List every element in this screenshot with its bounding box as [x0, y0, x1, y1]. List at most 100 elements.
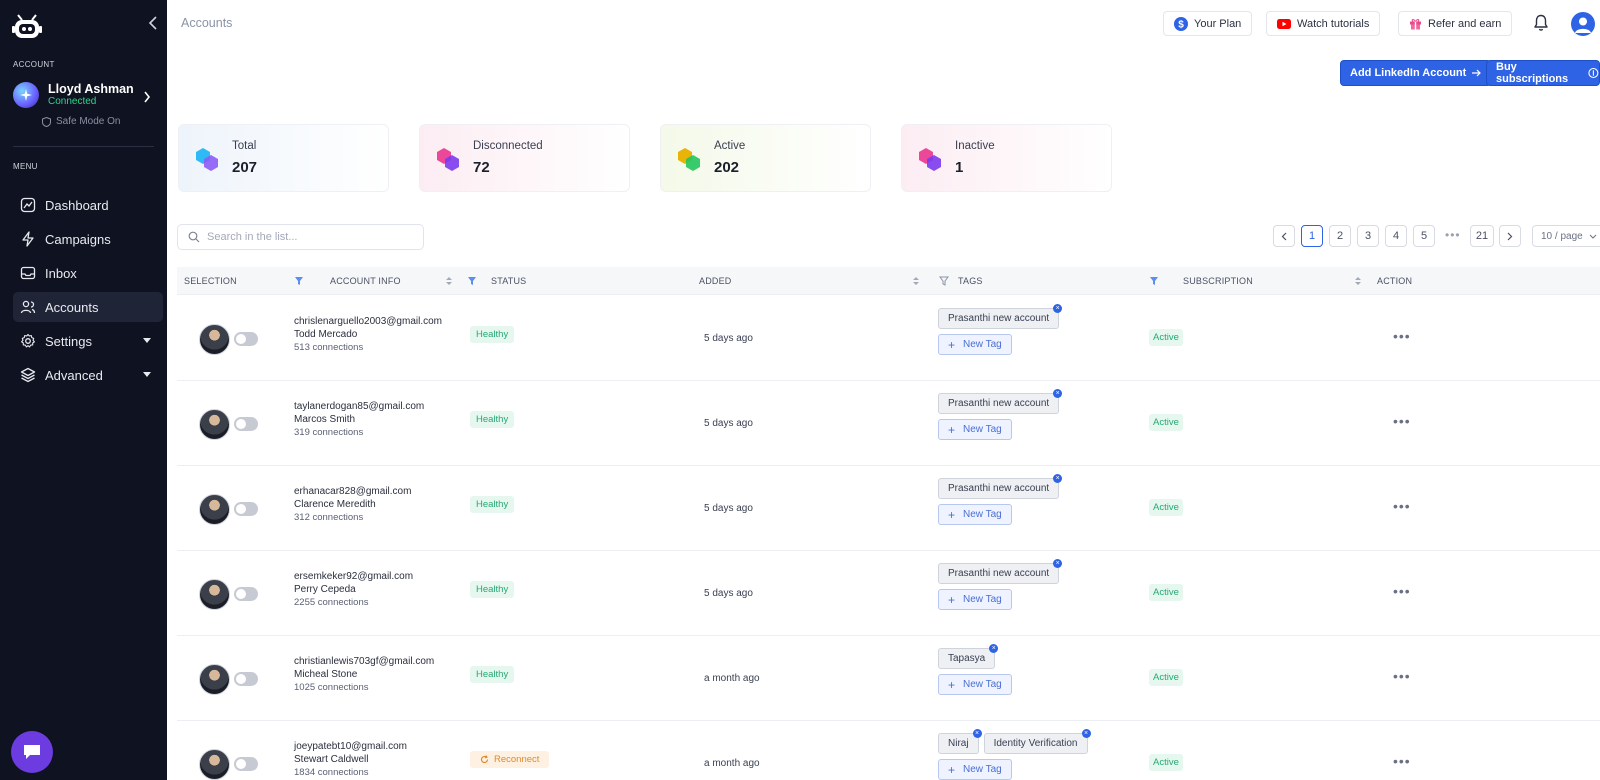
sort-icon[interactable]: [444, 276, 454, 286]
more-actions-icon[interactable]: •••: [1393, 583, 1411, 599]
selection-toggle[interactable]: [234, 417, 258, 431]
user-avatar-icon[interactable]: [1571, 12, 1595, 36]
remove-tag-icon[interactable]: ×: [1053, 474, 1063, 483]
status-label: Healthy: [476, 414, 509, 425]
collapse-sidebar-icon[interactable]: [147, 15, 159, 31]
subscription-badge: Active: [1149, 754, 1183, 771]
pagination-ellipsis[interactable]: •••: [1445, 228, 1461, 242]
chevron-right-icon[interactable]: [143, 91, 151, 103]
sidebar-item-inbox[interactable]: Inbox: [13, 258, 163, 288]
layers-icon: [20, 367, 36, 383]
selection-toggle[interactable]: [234, 672, 258, 686]
your-plan-button[interactable]: $ Your Plan: [1163, 11, 1253, 36]
youtube-icon: [1277, 18, 1291, 29]
refer-and-earn-button[interactable]: Refer and earn: [1398, 11, 1513, 36]
new-tag-button[interactable]: + New Tag: [938, 334, 1012, 355]
subscription-badge: Active: [1149, 669, 1183, 686]
watch-tutorials-button[interactable]: Watch tutorials: [1266, 11, 1381, 36]
dollar-icon: $: [1174, 16, 1188, 31]
hexagon-stack-icon: [919, 148, 941, 171]
more-actions-icon[interactable]: •••: [1393, 328, 1411, 344]
selection-toggle[interactable]: [234, 332, 258, 346]
new-tag-button[interactable]: + New Tag: [938, 419, 1012, 440]
selection-toggle[interactable]: [234, 502, 258, 516]
page-3-button[interactable]: 3: [1357, 225, 1379, 247]
account-name: Clarence Meredith: [294, 499, 376, 510]
status-badge: Healthy: [470, 666, 515, 683]
watch-tutorials-label: Watch tutorials: [1297, 17, 1370, 30]
account-connections: 312 connections: [294, 512, 364, 523]
tags-cell: Tapasya × + New Tag: [938, 644, 1012, 695]
sidebar-divider: [13, 146, 154, 147]
column-account-info[interactable]: ACCOUNT INFO: [330, 276, 401, 286]
sidebar-item-advanced[interactable]: Advanced: [13, 360, 163, 390]
sort-icon[interactable]: [1353, 276, 1363, 286]
new-tag-button[interactable]: + New Tag: [938, 504, 1012, 525]
page-size-select[interactable]: 10 / page: [1532, 225, 1600, 247]
profile-avatar[interactable]: [13, 82, 39, 108]
sidebar-menu: Dashboard Campaigns Inbox Accounts Setti…: [13, 190, 163, 394]
svg-text:$: $: [1178, 19, 1184, 30]
account-email: joeypatebt10@gmail.com: [294, 741, 407, 752]
search-box[interactable]: [177, 224, 424, 250]
page-1-button[interactable]: 1: [1301, 225, 1323, 247]
tag-chip: Prasanthi new account ×: [938, 304, 1063, 329]
page-last-button[interactable]: 21: [1470, 225, 1494, 247]
sidebar-item-campaigns[interactable]: Campaigns: [13, 224, 163, 254]
more-actions-icon[interactable]: •••: [1393, 668, 1411, 684]
new-tag-button[interactable]: + New Tag: [938, 674, 1012, 695]
page-2-button[interactable]: 2: [1329, 225, 1351, 247]
remove-tag-icon[interactable]: ×: [972, 729, 982, 738]
selection-toggle[interactable]: [234, 757, 258, 771]
sidebar-item-accounts[interactable]: Accounts: [13, 292, 163, 322]
status-label: Healthy: [476, 584, 509, 595]
prev-page-button[interactable]: [1273, 225, 1295, 247]
search-input[interactable]: [207, 231, 407, 243]
new-tag-button[interactable]: + New Tag: [938, 759, 1012, 780]
filter-icon[interactable]: [294, 276, 304, 286]
column-subscription[interactable]: SUBSCRIPTION: [1183, 276, 1253, 286]
status-badge[interactable]: Reconnect: [470, 751, 550, 768]
profile-name[interactable]: Lloyd Ashman: [48, 82, 134, 96]
filter-icon[interactable]: [467, 276, 477, 286]
more-actions-icon[interactable]: •••: [1393, 413, 1411, 429]
refresh-icon: [480, 755, 489, 764]
chat-support-button[interactable]: [11, 731, 53, 773]
remove-tag-icon[interactable]: ×: [1053, 559, 1063, 568]
stat-label: Active: [714, 140, 746, 152]
gift-icon: [1410, 19, 1421, 30]
stat-value: 207: [232, 159, 258, 176]
caret-down-icon: [143, 372, 151, 377]
remove-tag-icon[interactable]: ×: [1081, 729, 1091, 738]
more-actions-icon[interactable]: •••: [1393, 753, 1411, 769]
sidebar-item-settings[interactable]: Settings: [13, 326, 163, 356]
tag-label: Prasanthi new account: [948, 313, 1050, 324]
plus-icon: +: [948, 677, 956, 692]
filter-icon[interactable]: [1149, 276, 1159, 286]
sort-icon[interactable]: [911, 276, 921, 286]
avatar: [199, 409, 230, 440]
remove-tag-icon[interactable]: ×: [1053, 304, 1063, 313]
new-tag-button[interactable]: + New Tag: [938, 589, 1012, 610]
selection-toggle[interactable]: [234, 587, 258, 601]
sidebar-item-label: Advanced: [45, 367, 103, 383]
next-page-button[interactable]: [1499, 225, 1521, 247]
sidebar-item-dashboard[interactable]: Dashboard: [13, 190, 163, 220]
column-status: STATUS: [491, 276, 527, 286]
notification-bell-icon[interactable]: [1533, 14, 1549, 32]
info-coin-icon: [1588, 67, 1599, 79]
add-linkedin-account-label: Add LinkedIn Account: [1350, 67, 1467, 79]
column-action: ACTION: [1377, 276, 1413, 286]
page-4-button[interactable]: 4: [1385, 225, 1407, 247]
table-row: christianlewis703gf@gmail.com Micheal Sto…: [177, 636, 1600, 721]
robot-logo-icon[interactable]: [12, 14, 42, 40]
column-added[interactable]: ADDED: [699, 276, 732, 286]
buy-subscriptions-button[interactable]: Buy subscriptions: [1486, 60, 1600, 86]
filter-icon[interactable]: [939, 276, 949, 286]
add-linkedin-account-button[interactable]: Add LinkedIn Account: [1340, 60, 1492, 86]
remove-tag-icon[interactable]: ×: [1053, 389, 1063, 398]
remove-tag-icon[interactable]: ×: [989, 644, 999, 653]
more-actions-icon[interactable]: •••: [1393, 498, 1411, 514]
page-5-button[interactable]: 5: [1413, 225, 1435, 247]
sidebar: ACCOUNT Lloyd Ashman Connected Safe Mode…: [0, 0, 167, 780]
